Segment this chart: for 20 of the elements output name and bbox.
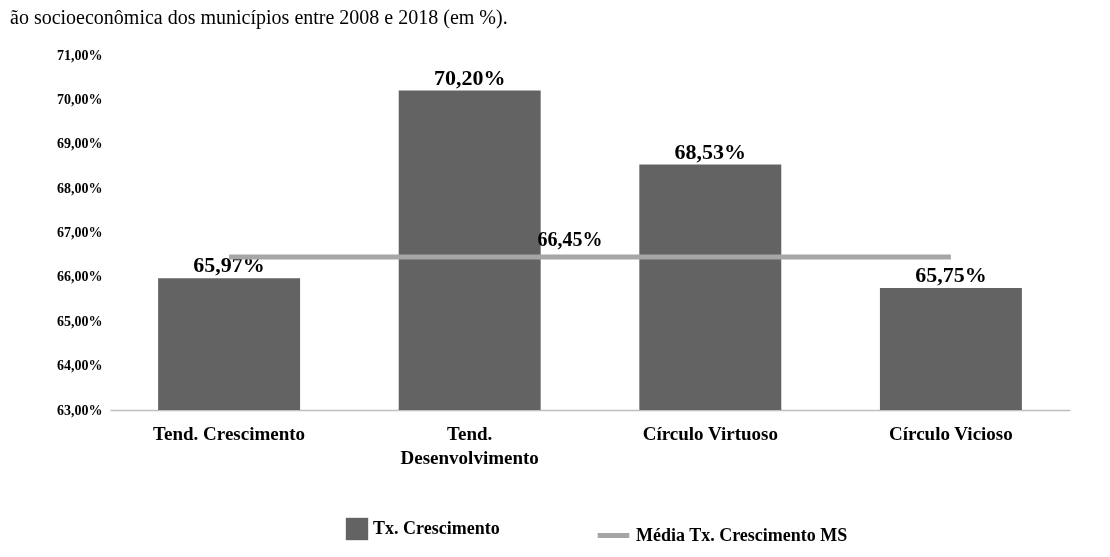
y-tick-label: 64,00% xyxy=(57,358,103,374)
data-label: 65,75% xyxy=(915,261,987,287)
chart-title: ão socioeconômica dos municípios entre 2008 e 2018 (em %). xyxy=(10,6,508,29)
y-tick-label: 63,00% xyxy=(57,402,103,418)
y-tick-label: 70,00% xyxy=(57,91,103,107)
data-label: 68,53% xyxy=(674,138,747,164)
y-tick-label: 69,00% xyxy=(57,136,103,152)
x-tick-label: Círculo Vicioso xyxy=(889,422,1013,444)
legend-label: Tx. Crescimento xyxy=(373,518,500,538)
x-tick-label: Tend. Crescimento xyxy=(153,422,306,444)
y-tick-label: 71,00% xyxy=(57,47,103,63)
y-tick-label: 66,00% xyxy=(57,269,103,285)
legend-label: Média Tx. Crescimento MS xyxy=(636,524,848,545)
x-tick-label: Círculo Virtuoso xyxy=(642,422,778,444)
y-tick-label: 65,00% xyxy=(57,313,103,329)
x-tick-label: Tend. Desenvolvimento xyxy=(400,422,539,468)
y-tick-label: 67,00% xyxy=(57,225,103,240)
data-label: 70,20% xyxy=(433,64,506,90)
y-tick-label: 68,00% xyxy=(57,180,103,196)
data-label: 65,97% xyxy=(193,252,265,278)
